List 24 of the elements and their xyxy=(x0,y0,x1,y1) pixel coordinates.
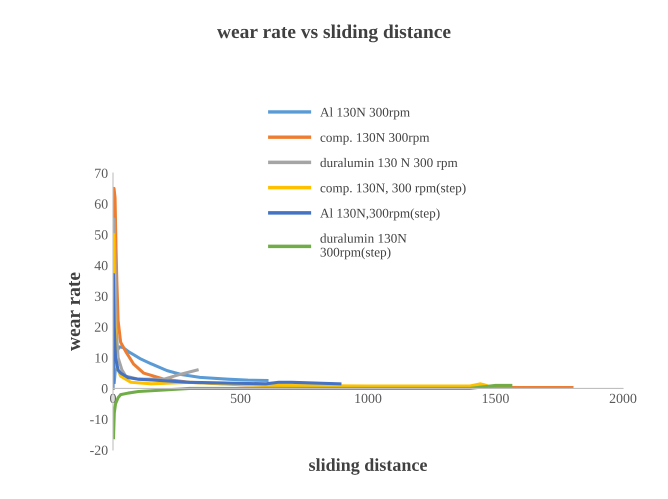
legend-label: duralumin 130N 300rpm(step) xyxy=(320,234,407,260)
legend-label: duralumin 130 N 300 rpm xyxy=(320,158,458,170)
y-tick-label: 50 xyxy=(95,230,108,240)
y-tick-label: 70 xyxy=(95,168,108,178)
y-axis-title: wear rate xyxy=(68,272,80,351)
legend-label: Al 130N,300rpm(step) xyxy=(320,208,440,220)
chart-title: wear rate vs sliding distance xyxy=(217,24,451,42)
x-tick-label: 500 xyxy=(230,394,250,404)
legend-label: Al 130N 300rpm xyxy=(320,107,410,120)
y-tick-label: 30 xyxy=(94,292,108,302)
y-tick-label: 10 xyxy=(95,353,108,363)
x-tick-label: 1000 xyxy=(355,394,382,404)
y-tick-label: 0 xyxy=(102,384,108,394)
line-series xyxy=(113,273,342,390)
x-axis-title: sliding distance xyxy=(309,458,427,475)
x-tick-label: 2000 xyxy=(610,394,636,404)
y-tick-label: -20 xyxy=(90,446,108,455)
legend-label: comp. 130N 300rpm xyxy=(320,133,430,145)
y-tick-label: 20 xyxy=(94,322,108,332)
legend-label: comp. 130N, 300 rpm(step) xyxy=(320,183,466,196)
x-tick-label: 1500 xyxy=(482,394,509,404)
y-tick-label: 40 xyxy=(94,260,108,270)
y-tick-label: -10 xyxy=(90,414,108,424)
y-tick-label: 60 xyxy=(94,199,108,209)
